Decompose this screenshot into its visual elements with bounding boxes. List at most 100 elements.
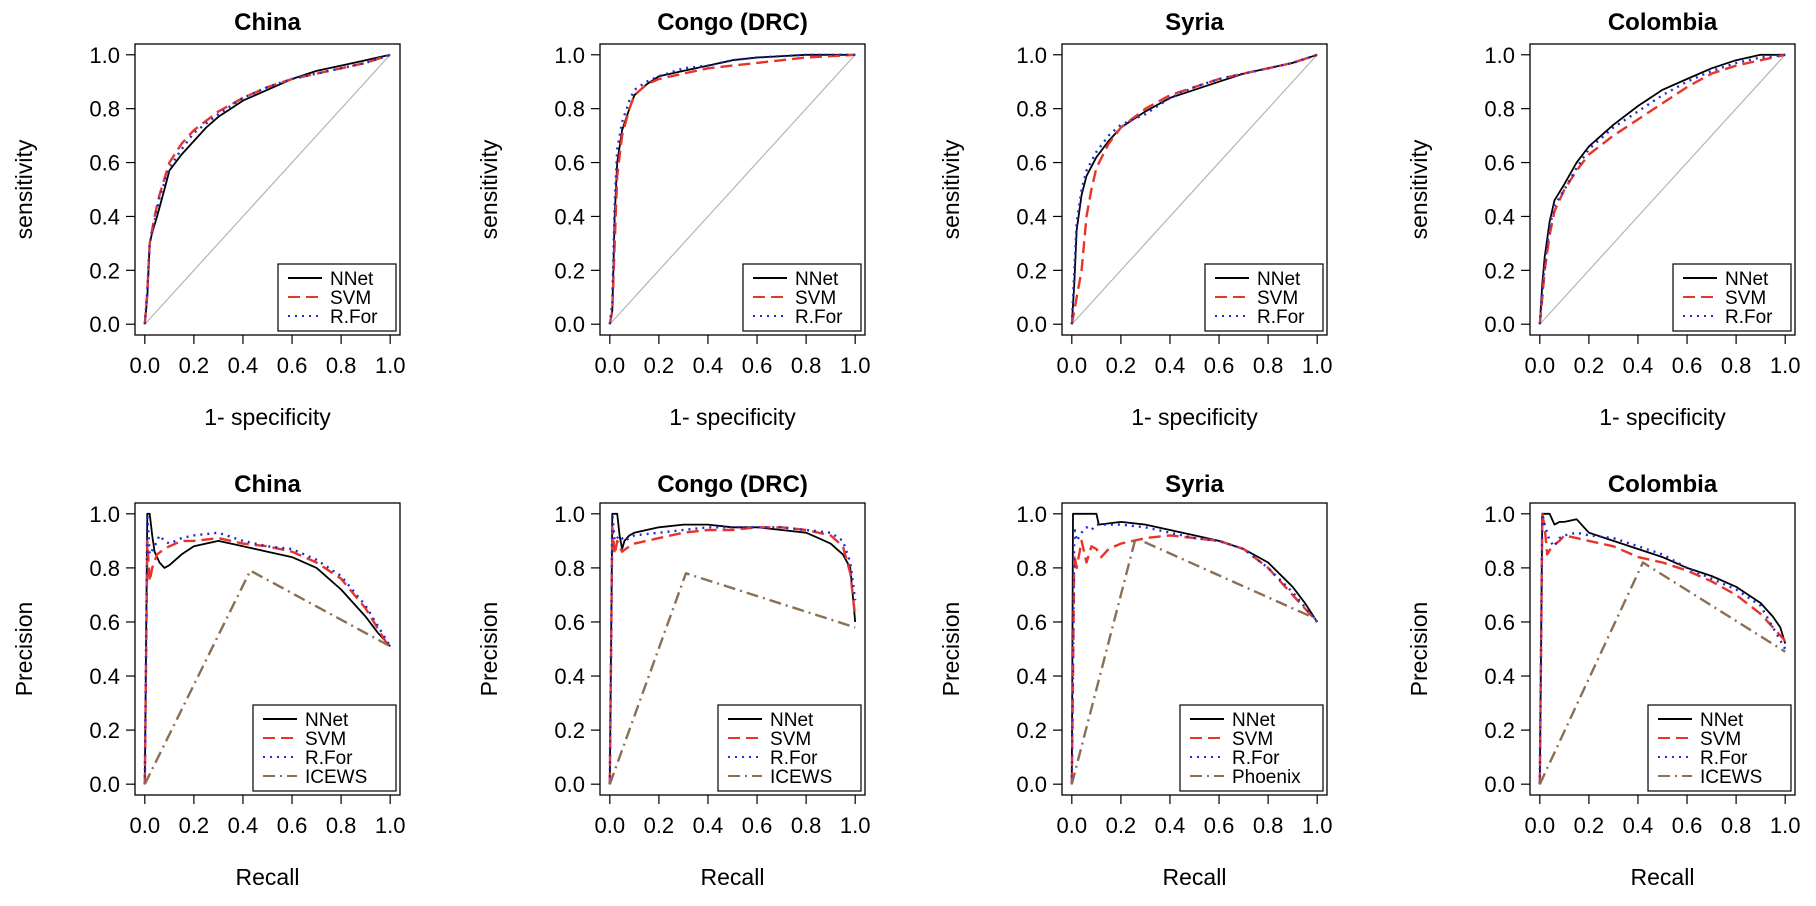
x-tick-label: 0.6	[742, 353, 773, 378]
series-line-nnet	[1070, 512, 1318, 785]
legend-label: SVM	[770, 729, 811, 750]
panel-title: Colombia	[1608, 471, 1718, 498]
y-tick-label: 1.0	[89, 502, 120, 527]
reference-diagonal	[609, 54, 856, 325]
series-line-svm	[143, 53, 391, 325]
legend-label: NNet	[770, 710, 814, 731]
x-tick-label: 0.2	[1106, 813, 1137, 838]
y-axis: 0.0 0.2 0.4 0.6 0.8 1.0 sensitivity	[476, 43, 600, 337]
y-tick-label: 0.8	[1016, 97, 1047, 122]
x-tick-label: 0.4	[693, 353, 724, 378]
x-axis-label: 1- specificity	[1599, 404, 1726, 430]
x-tick-label: 0.6	[277, 813, 308, 838]
x-tick-label: 0.8	[1253, 353, 1284, 378]
y-tick-label: 0.2	[1484, 718, 1515, 743]
y-tick-label: 0.8	[1484, 97, 1515, 122]
y-tick-label: 0.4	[1484, 664, 1515, 689]
series-line-svm	[143, 536, 392, 785]
y-axis-label: sensitivity	[11, 139, 37, 239]
y-tick-label: 0.4	[1016, 664, 1047, 689]
x-tick-label: 0.2	[179, 813, 210, 838]
series-line-rfor	[143, 53, 391, 325]
legend-label: SVM	[305, 729, 346, 750]
y-axis-label: Precision	[476, 602, 502, 697]
series-line-svm	[1070, 53, 1318, 325]
legend-label: ICEWS	[305, 767, 367, 788]
x-tick-label: 0.8	[1721, 813, 1752, 838]
panel-roc-colombia: Colombia 0.0 0.2 0.4 0.6 0.8 1.0 1- specificity…	[1406, 9, 1800, 430]
x-tick-label: 0.2	[1574, 353, 1605, 378]
x-axis-label: 1- specificity	[669, 404, 796, 430]
panel-title: China	[234, 471, 301, 498]
panel-title: Syria	[1165, 471, 1224, 498]
x-tick-label: 1.0	[840, 353, 871, 378]
y-tick-label: 0.2	[554, 258, 585, 283]
x-tick-label: 0.6	[1204, 353, 1235, 378]
y-tick-label: 0.0	[89, 772, 120, 797]
legend-label: R.For	[770, 748, 818, 769]
legend-label: R.For	[305, 748, 353, 769]
y-tick-label: 0.6	[89, 610, 120, 635]
x-tick-label: 0.2	[644, 813, 675, 838]
panel-pr-congo-drc: Congo (DRC)0.0 0.2 0.4 0.6 0.8 1.0Recall0.00.…	[476, 471, 870, 890]
x-tick-label: 0.0	[1057, 353, 1088, 378]
y-axis: 0.0 0.2 0.4 0.6 0.8 1.0 Precision	[938, 502, 1062, 797]
y-tick-label: 0.4	[1016, 204, 1047, 229]
x-tick-label: 0.8	[791, 813, 822, 838]
x-tick-label: 0.0	[1525, 353, 1556, 378]
reference-diagonal	[1071, 54, 1318, 325]
series-line-icews	[143, 569, 391, 785]
y-axis: 0.0 0.2 0.4 0.6 0.8 1.0 sensitivity	[1406, 43, 1530, 337]
series-line-rfor	[1070, 523, 1319, 785]
x-tick-label: 0.6	[1672, 353, 1703, 378]
y-tick-label: 0.2	[89, 718, 120, 743]
legend-label: NNet	[795, 269, 839, 290]
y-axis: 0.0 0.2 0.4 0.6 0.8 1.0 Precision	[476, 502, 600, 797]
y-tick-label: 0.2	[554, 718, 585, 743]
series-line-rfor	[608, 512, 857, 785]
y-tick-label: 0.0	[1016, 772, 1047, 797]
x-axis: 0.0 0.2 0.4 0.6 0.8 1.0 1- specificity	[595, 334, 871, 430]
series-line-nnet	[1538, 512, 1787, 785]
y-axis-label: Precision	[11, 602, 37, 697]
x-axis-label: Recall	[1631, 864, 1695, 890]
x-tick-label: 0.4	[693, 813, 724, 838]
x-tick-label: 1.0	[375, 353, 406, 378]
panel-title: Congo (DRC)	[657, 9, 808, 36]
x-tick-label: 0.0	[595, 813, 626, 838]
panel-title: Colombia	[1608, 9, 1718, 36]
x-tick-label: 0.4	[1623, 353, 1654, 378]
x-tick-label: 0.6	[1672, 813, 1703, 838]
y-tick-label: 1.0	[1016, 502, 1047, 527]
y-tick-label: 0.6	[554, 151, 585, 176]
y-axis: 0.0 0.2 0.4 0.6 0.8 1.0 Precision	[1406, 502, 1530, 797]
x-axis-label: 1- specificity	[204, 404, 331, 430]
x-tick-label: 0.0	[130, 353, 161, 378]
series-line-svm	[608, 53, 856, 325]
y-tick-label: 0.8	[1016, 556, 1047, 581]
legend-label: SVM	[1725, 288, 1766, 309]
y-tick-label: 1.0	[554, 502, 585, 527]
series-line-rfor	[608, 53, 856, 325]
x-axis-label: Recall	[701, 864, 765, 890]
x-tick-label: 0.8	[791, 353, 822, 378]
y-tick-label: 0.0	[1484, 772, 1515, 797]
legend-label: NNet	[305, 710, 349, 731]
x-axis: 0.0 0.2 0.4 0.6 0.8 1.0 1- specificity	[1057, 334, 1332, 430]
y-tick-label: 0.4	[554, 664, 585, 689]
x-axis-label: Recall	[1163, 864, 1227, 890]
series-line-rfor	[1538, 53, 1786, 325]
legend-label: SVM	[1257, 288, 1298, 309]
y-tick-label: 0.8	[89, 556, 120, 581]
x-tick-label: 0.6	[277, 353, 308, 378]
series-line-icews	[608, 572, 856, 785]
x-tick-label: 0.8	[326, 353, 357, 378]
y-tick-label: 0.8	[554, 97, 585, 122]
